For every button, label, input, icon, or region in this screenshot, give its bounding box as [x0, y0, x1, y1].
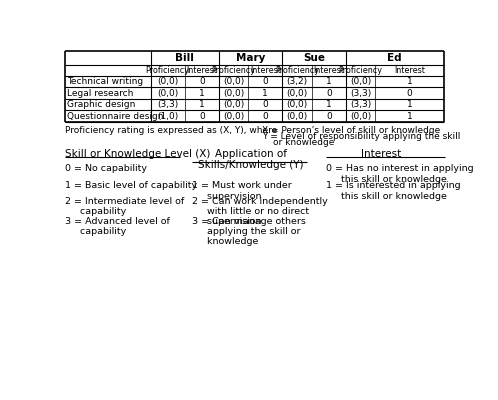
- Text: or knowledge: or knowledge: [273, 138, 335, 147]
- Text: 1: 1: [199, 100, 205, 109]
- Text: (3,3): (3,3): [350, 100, 371, 109]
- Text: Questionnaire design: Questionnaire design: [67, 112, 163, 121]
- Text: 0: 0: [262, 77, 268, 86]
- Text: Interest: Interest: [186, 66, 217, 75]
- Text: 1: 1: [326, 100, 332, 109]
- Text: Proficiency: Proficiency: [212, 66, 255, 75]
- Text: (1,0): (1,0): [157, 112, 178, 121]
- Text: 0: 0: [406, 88, 412, 98]
- Text: (0,0): (0,0): [157, 88, 178, 98]
- Text: 1: 1: [406, 100, 412, 109]
- Text: Technical writing: Technical writing: [67, 77, 143, 86]
- Text: 0: 0: [199, 77, 205, 86]
- Text: 2 = Intermediate level of
     capability: 2 = Intermediate level of capability: [65, 197, 185, 216]
- Text: 0 = Has no interest in applying
     this skill or knowledge: 0 = Has no interest in applying this ski…: [326, 164, 474, 184]
- Text: 0: 0: [326, 88, 332, 98]
- Text: 1: 1: [406, 77, 412, 86]
- Text: X = Person’s level of skill or knowledge: X = Person’s level of skill or knowledge: [262, 126, 440, 135]
- Text: 1 = Must work under
     supervision: 1 = Must work under supervision: [192, 181, 292, 201]
- Text: Mary: Mary: [236, 53, 265, 63]
- Text: (3,3): (3,3): [350, 88, 371, 98]
- Text: (0,0): (0,0): [223, 88, 244, 98]
- Text: 1: 1: [326, 77, 332, 86]
- Text: (0,0): (0,0): [223, 77, 244, 86]
- Text: 1 = Basic level of capability: 1 = Basic level of capability: [65, 181, 198, 190]
- Text: Legal research: Legal research: [67, 88, 133, 98]
- Text: (0,0): (0,0): [350, 112, 371, 121]
- Text: (3,3): (3,3): [157, 100, 178, 109]
- Text: Bill: Bill: [175, 53, 194, 63]
- Text: Y = Level of responsibility applying the skill: Y = Level of responsibility applying the…: [262, 132, 461, 141]
- Text: Skill or Knowledge Level (X): Skill or Knowledge Level (X): [65, 149, 211, 159]
- Text: 1: 1: [199, 88, 205, 98]
- Text: 3 = Can manage others
     applying the skill or
     knowledge: 3 = Can manage others applying the skill…: [192, 217, 306, 246]
- Text: Interest: Interest: [394, 66, 425, 75]
- Text: (3,2): (3,2): [286, 77, 308, 86]
- Text: (0,0): (0,0): [286, 100, 308, 109]
- Text: Proficiency: Proficiency: [275, 66, 319, 75]
- Text: 0: 0: [262, 112, 268, 121]
- Text: Interest: Interest: [313, 66, 344, 75]
- Text: (0,0): (0,0): [286, 112, 308, 121]
- Text: 1: 1: [406, 112, 412, 121]
- Text: (0,0): (0,0): [223, 112, 244, 121]
- Text: Proficiency: Proficiency: [339, 66, 382, 75]
- Text: Proficiency rating is expressed as (X, Y), where: Proficiency rating is expressed as (X, Y…: [65, 126, 277, 135]
- Text: 0 = No capability: 0 = No capability: [65, 164, 147, 173]
- Text: Application of
Skills/Knowledge (Y): Application of Skills/Knowledge (Y): [198, 149, 303, 170]
- Text: Ed: Ed: [387, 53, 402, 63]
- Text: (0,0): (0,0): [350, 77, 371, 86]
- Text: Sue: Sue: [303, 53, 325, 63]
- Text: 1: 1: [262, 88, 268, 98]
- Text: Interest: Interest: [362, 149, 402, 159]
- Text: (0,0): (0,0): [223, 100, 244, 109]
- Text: 1 = Is interested in applying
     this skill or knowledge: 1 = Is interested in applying this skill…: [326, 181, 460, 201]
- Text: Proficiency: Proficiency: [145, 66, 190, 75]
- Text: (0,0): (0,0): [286, 88, 308, 98]
- Text: 0: 0: [326, 112, 332, 121]
- Text: 0: 0: [262, 100, 268, 109]
- Text: 3 = Advanced level of
     capability: 3 = Advanced level of capability: [65, 217, 170, 236]
- Text: Interest: Interest: [250, 66, 281, 75]
- Text: 2 = Can work independently
     with little or no direct
     supervision: 2 = Can work independently with little o…: [192, 197, 328, 226]
- Text: 0: 0: [199, 112, 205, 121]
- Text: (0,0): (0,0): [157, 77, 178, 86]
- Text: Graphic design: Graphic design: [67, 100, 135, 109]
